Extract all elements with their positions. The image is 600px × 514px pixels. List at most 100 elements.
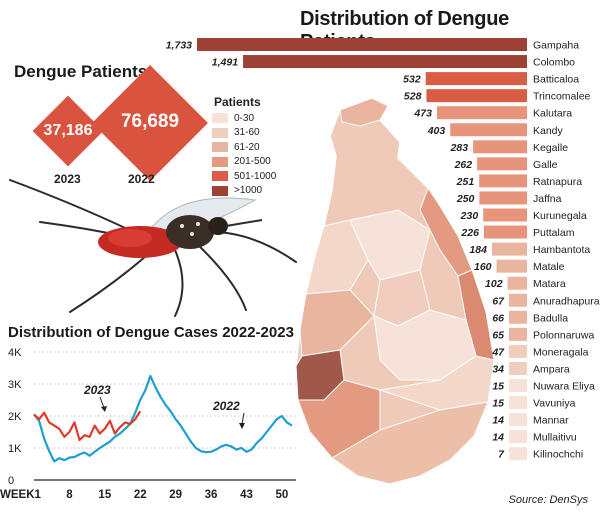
bar-category-label: Vavuniya (533, 398, 576, 410)
bar-value-label: 262 (454, 159, 473, 171)
bar-colombo (243, 55, 527, 69)
bar-value-label: 34 (492, 363, 504, 375)
bar-category-label: Colombo (533, 57, 575, 69)
bar-hambantota (491, 242, 527, 256)
bar-category-label: Moneragala (533, 346, 589, 358)
bar-category-label: Matale (533, 261, 565, 273)
legend-item: 31-60 (212, 127, 260, 139)
bar-polonnaruwa (509, 327, 527, 341)
legend-label: 0-30 (234, 112, 255, 124)
x-tick-label: 36 (205, 489, 218, 501)
x-tick-label: WEEK1 (0, 489, 42, 501)
legend-label: 31-60 (234, 127, 260, 138)
x-tick-label: 50 (275, 489, 288, 501)
y-tick-label: 3K (8, 379, 22, 391)
value-2022: 76,689 (120, 111, 180, 132)
legend-item: 501-1000 (212, 170, 276, 182)
district-bar-chart: 1,733 Gampaha 1,491 Colombo 532 Batticaloa 528… (166, 38, 600, 461)
legend-swatch (212, 185, 228, 196)
series-line-2022 (33, 374, 293, 463)
bar-value-label: 65 (492, 329, 504, 341)
legend-swatch (212, 142, 228, 152)
bar-galle (477, 157, 527, 171)
legend-item: >1000 (212, 185, 262, 197)
bar-gampaha (197, 38, 527, 51)
arrow-head-2022 (239, 423, 245, 429)
mosquito-thorax (166, 215, 214, 249)
bar-matara (507, 276, 527, 290)
legend-label: 61-20 (234, 141, 260, 153)
bar-vavuniya (509, 396, 527, 410)
bar-value-label: 160 (474, 261, 492, 273)
mosquito-illustration (9, 179, 297, 317)
bar-value-label: 47 (491, 346, 505, 358)
bar-trincomalee (426, 89, 527, 103)
legend-label: >1000 (234, 185, 263, 196)
bar-category-label: Kandy (533, 125, 564, 137)
bar-value-label: 14 (492, 432, 504, 444)
source-note: Source: DenSys (508, 494, 588, 506)
bar-category-label: Ratnapura (533, 176, 582, 188)
dengue-patients-title: Dengue Patients (14, 62, 148, 81)
bar-category-label: Ampara (533, 363, 570, 375)
y-tick-label: 1K (8, 443, 22, 455)
legend-item: 201-500 (212, 156, 271, 168)
series-label-2022: 2022 (212, 399, 240, 413)
bar-category-label: Kalutara (533, 108, 572, 120)
bar-category-label: Gampaha (533, 40, 579, 52)
bar-ampara (509, 361, 527, 375)
bar-mullaitivu (509, 430, 527, 444)
x-tick-label: 43 (240, 489, 253, 501)
bar-category-label: Jaffna (533, 193, 562, 205)
bar-category-label: Trincomalee (533, 91, 591, 103)
bar-kalutara (436, 106, 527, 120)
y-tick-label: 2K (8, 411, 22, 423)
legend-swatch (212, 171, 228, 181)
legend-item: 0-30 (212, 112, 254, 124)
arrow-head-2023 (101, 406, 107, 412)
bar-value-label: 184 (469, 244, 487, 256)
sri-lanka-map (295, 97, 495, 485)
bar-category-label: Anuradhapura (533, 295, 600, 307)
bar-category-label: Hambantota (533, 244, 590, 256)
bar-nuwara-eliya (509, 379, 527, 392)
arrow-2023 (99, 396, 105, 409)
bar-moneragala (509, 344, 527, 358)
bar-mannar (509, 413, 527, 427)
legend-title: Patients (214, 95, 261, 109)
bar-value-label: 403 (427, 125, 446, 137)
legend-swatch (212, 127, 228, 138)
value-2023: 37,186 (43, 122, 93, 139)
bar-category-label: Galle (533, 159, 558, 171)
bar-category-label: Nuwara Eliya (533, 381, 595, 393)
bar-value-label: 102 (485, 278, 503, 290)
bar-value-label: 528 (404, 91, 422, 103)
legend-swatch (212, 156, 228, 167)
legend-label: 201-500 (234, 156, 271, 167)
bar-value-label: 230 (460, 210, 479, 222)
year-2023: 2023 (54, 172, 81, 186)
bar-value-label: 1,491 (212, 57, 238, 69)
legend-item: 61-20 (212, 141, 260, 153)
bar-category-label: Polonnaruwa (533, 329, 594, 341)
bar-kilinochchi (509, 447, 527, 461)
bar-anuradhapura (509, 293, 527, 307)
bar-matale (496, 259, 527, 273)
bar-value-label: 226 (460, 227, 479, 239)
bar-kurunegala (483, 208, 527, 222)
bar-jaffna (479, 191, 527, 205)
arrow-2022 (241, 412, 245, 425)
bar-kandy (450, 123, 527, 137)
bar-category-label: Mannar (533, 415, 569, 427)
x-tick-label: 8 (66, 489, 73, 501)
bar-value-label: 473 (413, 108, 432, 120)
bar-value-label: 7 (498, 449, 505, 461)
cases-line-chart: 0 1K 2K 3K 4K WEEK1 8 15 22 29 36 43 50 2022 2023 (0, 347, 296, 501)
bar-category-label: Mullaitivu (533, 432, 577, 444)
bar-category-label: Batticaloa (533, 74, 579, 86)
y-tick-label: 4K (8, 347, 22, 359)
bar-badulla (509, 310, 527, 324)
bar-puttalam (483, 225, 527, 239)
bar-category-label: Puttalam (533, 227, 575, 239)
x-tick-label: 15 (98, 489, 111, 501)
